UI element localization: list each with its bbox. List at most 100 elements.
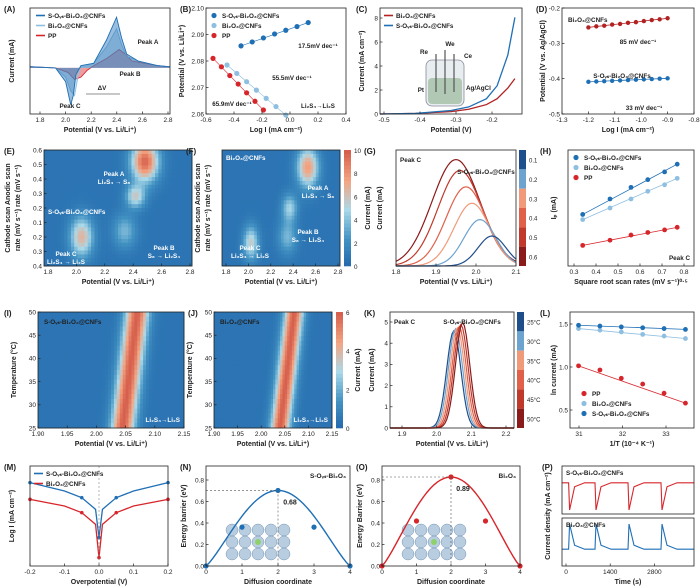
heat-cell (297, 173, 301, 178)
heat-cell (67, 192, 72, 197)
heat-cell (172, 341, 176, 347)
heat-cell (122, 370, 126, 376)
heat-cell (137, 384, 141, 390)
heat-cell (107, 204, 112, 209)
heat-cell (264, 153, 268, 159)
heat-cell (113, 345, 118, 352)
heat-cell (239, 370, 243, 376)
heat-cell (124, 242, 129, 248)
heat-cell (214, 360, 217, 366)
series-line (395, 202, 517, 267)
heat-cell (74, 177, 79, 182)
heat-cell (52, 413, 56, 419)
heat-cell (284, 331, 288, 337)
heat-cell (326, 177, 330, 182)
data-point (210, 55, 216, 61)
heat-cell (102, 365, 106, 371)
heat-cell (128, 169, 132, 174)
heat-cell (310, 246, 314, 251)
heat-cell (246, 177, 250, 182)
heat-cell (310, 262, 314, 267)
heat-cell (243, 165, 247, 170)
heat-cell (49, 408, 53, 414)
heat-cell (188, 177, 193, 182)
heat-cell (168, 192, 173, 197)
heat-cell (38, 379, 42, 385)
heat-cell (178, 379, 182, 385)
heat-cell (254, 360, 257, 366)
heat-cell (168, 153, 173, 159)
x-tick-label: 2.2 (87, 117, 96, 124)
heat-cell (172, 379, 176, 385)
heat-cell (334, 242, 338, 248)
heat-cell (321, 208, 325, 213)
heat-cell (77, 219, 82, 224)
heat-cell (178, 180, 183, 186)
plot-frame (567, 149, 695, 267)
heat-cell (181, 355, 185, 361)
heat-cell (175, 150, 179, 155)
x-tick-label: 2.2 (266, 269, 275, 276)
heat-cell (52, 423, 56, 429)
heat-cell (334, 169, 338, 174)
heat-cell (96, 350, 100, 356)
heat-cell (116, 355, 121, 361)
heat-cell (222, 177, 226, 182)
heat-cell (334, 177, 338, 182)
heat-cell (284, 321, 288, 327)
heat-cell (67, 418, 71, 424)
heat-cell (267, 161, 271, 166)
heat-cell (143, 394, 147, 400)
heat-cell (275, 374, 279, 381)
heat-cell (258, 403, 262, 410)
heat-cell (158, 254, 163, 259)
heat-cell (75, 326, 80, 332)
heat-cell (44, 169, 48, 174)
heat-cell (96, 341, 100, 347)
heat-cell (87, 350, 91, 356)
heat-cell (264, 204, 268, 209)
heat-cell (323, 215, 327, 220)
heat-cell (254, 326, 257, 332)
heat-cell (94, 204, 99, 209)
heat-cell (272, 204, 277, 209)
heat-cell (265, 350, 269, 356)
heat-cell (185, 227, 190, 232)
heat-cell (157, 350, 162, 356)
heat-cell (242, 341, 246, 347)
heat-cell (277, 418, 281, 424)
heat-cell (244, 389, 248, 395)
heat-cell (97, 250, 102, 255)
heat-cell (334, 192, 338, 197)
heat-cell (248, 219, 252, 224)
heat-cell (70, 250, 75, 255)
heat-cell (224, 223, 228, 228)
heat-cell (251, 238, 255, 244)
heat-cell (247, 394, 250, 400)
heat-cell (131, 177, 136, 182)
heat-cell (57, 180, 62, 186)
heat-cell (238, 153, 242, 159)
heat-cell (243, 161, 247, 166)
heat-cell (121, 157, 126, 162)
heat-cell (78, 331, 83, 337)
heat-cell (140, 389, 144, 395)
heat-cell (240, 161, 244, 166)
heat-cell (148, 184, 153, 190)
heat-cell (230, 355, 234, 361)
heat-cell (70, 370, 74, 376)
heat-cell (75, 413, 80, 419)
heat-cell (216, 350, 220, 356)
heat-cell (249, 413, 253, 419)
heat-cell (188, 250, 193, 255)
heat-cell (73, 316, 77, 323)
heat-cell (244, 326, 248, 332)
heat-cell (178, 316, 182, 323)
heat-cell (91, 157, 95, 162)
heat-cell (84, 223, 89, 228)
heat-cell (163, 331, 167, 337)
heat-cell (113, 360, 118, 366)
heat-cell (267, 157, 271, 162)
heat-cell (93, 355, 97, 361)
heat-cell (157, 321, 162, 327)
